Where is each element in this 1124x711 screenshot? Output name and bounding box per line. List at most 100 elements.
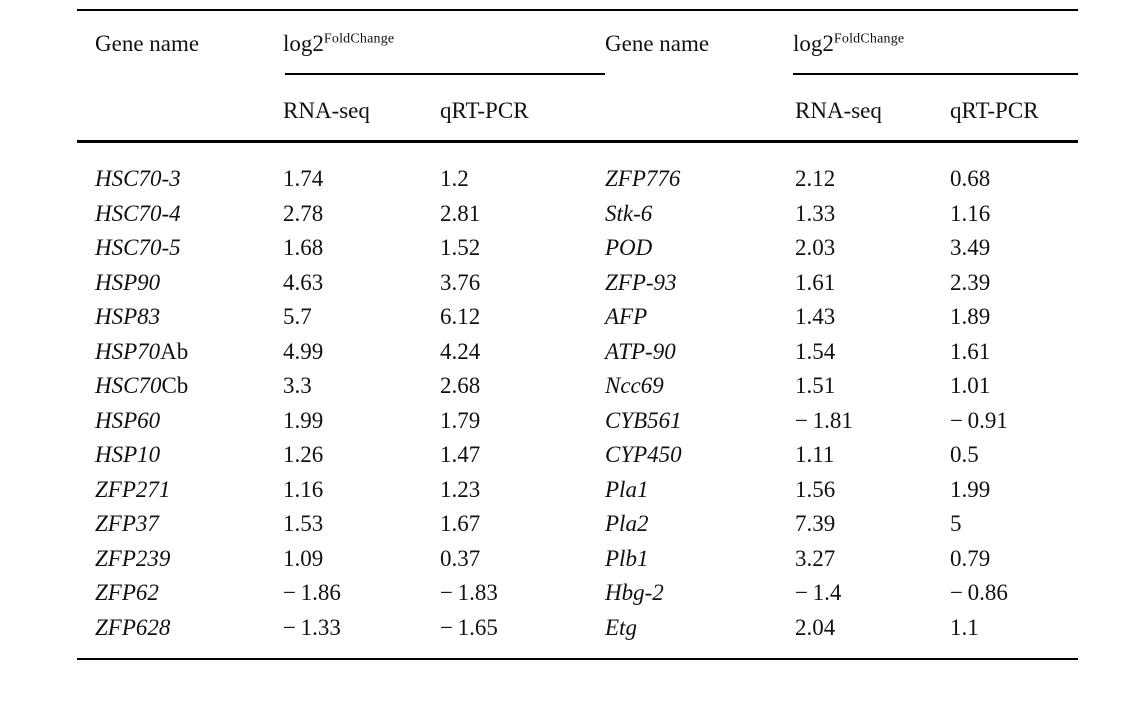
rna-seq-value-right: 1.56 — [795, 476, 836, 502]
qrt-pcr-value-left: 2.81 — [440, 200, 481, 226]
rna-seq-value-left: 3.3 — [283, 373, 312, 398]
gene-name-italic: ZFP776 — [605, 166, 681, 191]
table-row: HSC70-3 1.74 1.2 ZFP776 2.12 0.68 — [77, 162, 1078, 197]
gene-name-cell-left: HSC70-4 — [77, 197, 265, 232]
gene-name-italic: ZFP628 — [95, 614, 171, 640]
column-header-log2foldchange-right: log2FoldChange — [793, 31, 904, 57]
table-row: ZFP37 1.53 1.67 Pla2 7.39 5 — [77, 507, 1078, 542]
table-row: ZFP62 − 1.86 − 1.83 Hbg-2 − 1.4 − 0.86 — [77, 576, 1078, 611]
gene-name-cell-right: CYP450 — [587, 438, 777, 473]
gene-name-italic: Stk-6 — [605, 200, 653, 226]
table-row: HSC70-5 1.68 1.52 POD 2.03 3.49 — [77, 231, 1078, 266]
column-header-qrt-pcr-left: qRT-PCR — [440, 98, 529, 123]
gene-name-cell-left: HSP70Ab — [77, 335, 265, 370]
column-header-qrt-pcr-right: qRT-PCR — [950, 98, 1039, 123]
gene-name-cell-right: Ncc69 — [587, 369, 777, 404]
rna-seq-value-right: 2.04 — [795, 614, 836, 640]
column-header-rna-seq-left: RNA-seq — [283, 98, 370, 123]
rna-seq-value-left: 1.68 — [283, 235, 324, 260]
qrt-pcr-value-right: 5 — [950, 511, 962, 536]
qrt-pcr-value-left: 0.37 — [440, 545, 481, 571]
table-top-rule — [77, 9, 1078, 11]
header-separator-rule — [77, 140, 1078, 143]
table-row: ZFP239 1.09 0.37 Plb1 3.27 0.79 — [77, 542, 1078, 577]
gene-name-italic: Plb1 — [605, 545, 649, 571]
rna-seq-value-left: 2.78 — [283, 200, 324, 226]
table-row: HSC70-4 2.78 2.81 Stk-6 1.33 1.16 — [77, 197, 1078, 232]
qrt-pcr-value-left: 1.23 — [440, 476, 481, 502]
gene-name-cell-right: Etg — [587, 611, 777, 646]
qrt-pcr-value-right: − 0.86 — [950, 580, 1008, 605]
qrt-pcr-value-left: 1.79 — [440, 407, 481, 433]
gene-name-italic: ATP-90 — [605, 338, 676, 364]
gene-name-italic: Etg — [605, 614, 637, 640]
gene-name-cell-right: ATP-90 — [587, 335, 777, 370]
gene-name-italic: ZFP239 — [95, 545, 171, 571]
table-row: HSP60 1.99 1.79 CYB561 − 1.81 − 0.91 — [77, 404, 1078, 439]
gene-name-italic: ZFP271 — [95, 476, 171, 502]
rna-seq-value-left: 4.99 — [283, 338, 324, 364]
rna-seq-value-right: 1.33 — [795, 200, 836, 226]
gene-name-cell-left: ZFP239 — [77, 542, 265, 577]
gene-name-cell-right: Stk-6 — [587, 197, 777, 232]
gene-foldchange-table: Gene name log2FoldChange Gene name log2F… — [77, 9, 1078, 669]
gene-name-italic: CYP450 — [605, 442, 682, 467]
gene-name-italic: Hbg-2 — [605, 580, 664, 605]
gene-name-italic: HSP70 — [95, 338, 161, 364]
rna-seq-value-right: − 1.4 — [795, 580, 842, 605]
table-body: HSC70-3 1.74 1.2 ZFP776 2.12 0.68 HSC70-… — [77, 149, 1078, 645]
gene-name-cell-left: ZFP62 — [77, 576, 265, 611]
log2-spanner-rule-left — [285, 73, 605, 75]
table-row: HSC70Cb 3.3 2.68 Ncc69 1.51 1.01 — [77, 369, 1078, 404]
qrt-pcr-value-left: 1.2 — [440, 166, 469, 191]
column-header-gene-name-left: Gene name — [95, 31, 200, 56]
qrt-pcr-value-right: 2.39 — [950, 269, 991, 295]
gene-name-italic: AFP — [605, 304, 648, 329]
rna-seq-value-right: 1.54 — [795, 338, 836, 364]
gene-name-italic: HSP83 — [95, 304, 161, 329]
rna-seq-value-left: 1.99 — [283, 407, 324, 433]
gene-name-cell-right: ZFP776 — [587, 162, 777, 197]
qrt-pcr-value-left: 6.12 — [440, 304, 481, 329]
rna-seq-value-left: 1.16 — [283, 476, 324, 502]
rna-seq-value-left: − 1.33 — [283, 614, 341, 640]
table-row: HSP83 5.7 6.12 AFP 1.43 1.89 — [77, 300, 1078, 335]
qrt-pcr-value-left: 1.52 — [440, 235, 481, 260]
gene-name-cell-left: HSP60 — [77, 404, 265, 439]
column-header-rna-seq-right: RNA-seq — [795, 98, 882, 123]
gene-name-italic: HSP10 — [95, 442, 161, 467]
foldchange-superscript: FoldChange — [833, 31, 905, 47]
rna-seq-value-left: 5.7 — [283, 304, 312, 329]
gene-name-cell-left: HSC70-5 — [77, 231, 265, 266]
foldchange-superscript: FoldChange — [323, 31, 395, 47]
gene-name-cell-right: Plb1 — [587, 542, 777, 577]
qrt-pcr-value-left: − 1.83 — [440, 580, 498, 605]
table-bottom-rule — [77, 658, 1078, 660]
gene-name-cell-left: HSC70-3 — [77, 162, 265, 197]
log2-label: log2 — [283, 31, 324, 56]
rna-seq-value-left: − 1.86 — [283, 580, 341, 605]
gene-name-suffix: Ab — [160, 338, 189, 364]
gene-name-italic: HSP90 — [95, 269, 161, 295]
gene-name-italic: ZFP-93 — [605, 269, 677, 295]
gene-name-cell-right: Hbg-2 — [587, 576, 777, 611]
gene-name-suffix: Cb — [161, 373, 189, 398]
qrt-pcr-value-left: 1.67 — [440, 511, 481, 536]
qrt-pcr-value-right: 1.1 — [950, 614, 979, 640]
rna-seq-value-left: 1.53 — [283, 511, 324, 536]
qrt-pcr-value-right: 1.16 — [950, 200, 991, 226]
rna-seq-value-right: 1.61 — [795, 269, 836, 295]
gene-name-cell-left: ZFP628 — [77, 611, 265, 646]
table-row: ZFP271 1.16 1.23 Pla1 1.56 1.99 — [77, 473, 1078, 508]
gene-name-italic: HSC70 — [95, 373, 162, 398]
gene-name-cell-right: Pla1 — [587, 473, 777, 508]
gene-name-italic: Ncc69 — [605, 373, 664, 398]
gene-name-cell-left: ZFP37 — [77, 507, 265, 542]
gene-name-cell-right: CYB561 — [587, 404, 777, 439]
qrt-pcr-value-left: 3.76 — [440, 269, 481, 295]
log2-spanner-rule-right — [793, 73, 1078, 75]
gene-name-cell-left: ZFP271 — [77, 473, 265, 508]
rna-seq-value-right: − 1.81 — [795, 407, 853, 433]
gene-name-cell-left: HSC70Cb — [77, 369, 265, 404]
